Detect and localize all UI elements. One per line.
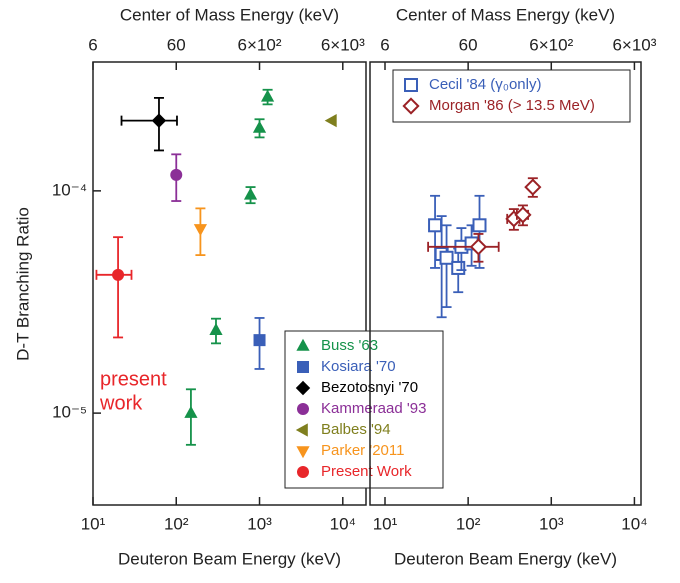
x2-tick-label: 6×10³ [321,35,365,54]
plot-frame [92,61,367,506]
plot-frame [369,61,642,506]
legend-label: Balbes '94 [321,421,391,438]
x-tick-label: 10⁴ [330,514,356,533]
y-axis-label: D-T Branching Ratio [13,207,32,361]
legend [284,330,444,489]
x-axis-label: Deuteron Beam Energy (keV) [118,549,341,568]
marker [184,405,198,418]
marker [170,168,183,181]
x2-tick-label: 6 [88,35,97,54]
x2-axis-label: Center of Mass Energy (keV) [120,5,339,24]
annotation: present [100,368,167,390]
x2-tick-label: 6 [380,35,389,54]
x2-tick-label: 6×10² [529,35,573,54]
y-tick-label: 10⁻⁵ [52,403,87,422]
x2-tick-label: 60 [459,35,478,54]
marker [514,206,532,224]
legend-marker [296,446,310,459]
x2-tick-label: 6×10² [238,35,282,54]
legend-label: Present Work [321,463,412,480]
marker [193,224,208,237]
legend-marker [297,403,309,415]
x-axis-label: Deuteron Beam Energy (keV) [394,549,617,568]
marker [451,260,466,275]
legend-marker [404,78,418,92]
legend [392,69,631,123]
y-tick-label: 10⁻⁴ [52,180,87,199]
legend-marker [402,97,420,115]
marker [324,114,337,128]
x-tick-label: 10¹ [373,514,398,533]
legend-marker [295,423,308,437]
marker [472,218,487,233]
marker [112,268,125,281]
marker [260,89,275,102]
legend-label: Buss '63 [321,337,378,354]
x2-axis-label: Center of Mass Energy (keV) [396,5,615,24]
legend-label: Kammeraad '93 [321,400,426,417]
marker [428,218,443,233]
x-tick-label: 10⁴ [621,514,647,533]
x-tick-label: 10³ [539,514,564,533]
x-tick-label: 10² [164,514,189,533]
annotation: work [99,392,143,414]
marker [151,113,167,128]
marker [209,323,223,336]
legend-marker [297,466,309,478]
x-tick-label: 10² [456,514,481,533]
legend-marker [296,338,310,351]
marker [524,178,542,196]
x-tick-label: 10¹ [81,514,106,533]
legend-label: Morgan '86 (> 13.5 MeV) [429,97,595,114]
marker [252,120,267,133]
legend-label: Cecil '84 (γ₀only) [429,76,541,93]
x2-tick-label: 6×10³ [612,35,656,54]
marker [469,238,488,256]
x2-tick-label: 60 [167,35,186,54]
legend-label: Parker '2011 [321,442,404,459]
legend-label: Kosiara '70 [321,358,396,375]
legend-marker [295,380,311,396]
marker [439,250,454,265]
legend-marker [297,361,309,373]
x-tick-label: 10³ [247,514,272,533]
marker [253,334,266,347]
marker [243,187,258,200]
